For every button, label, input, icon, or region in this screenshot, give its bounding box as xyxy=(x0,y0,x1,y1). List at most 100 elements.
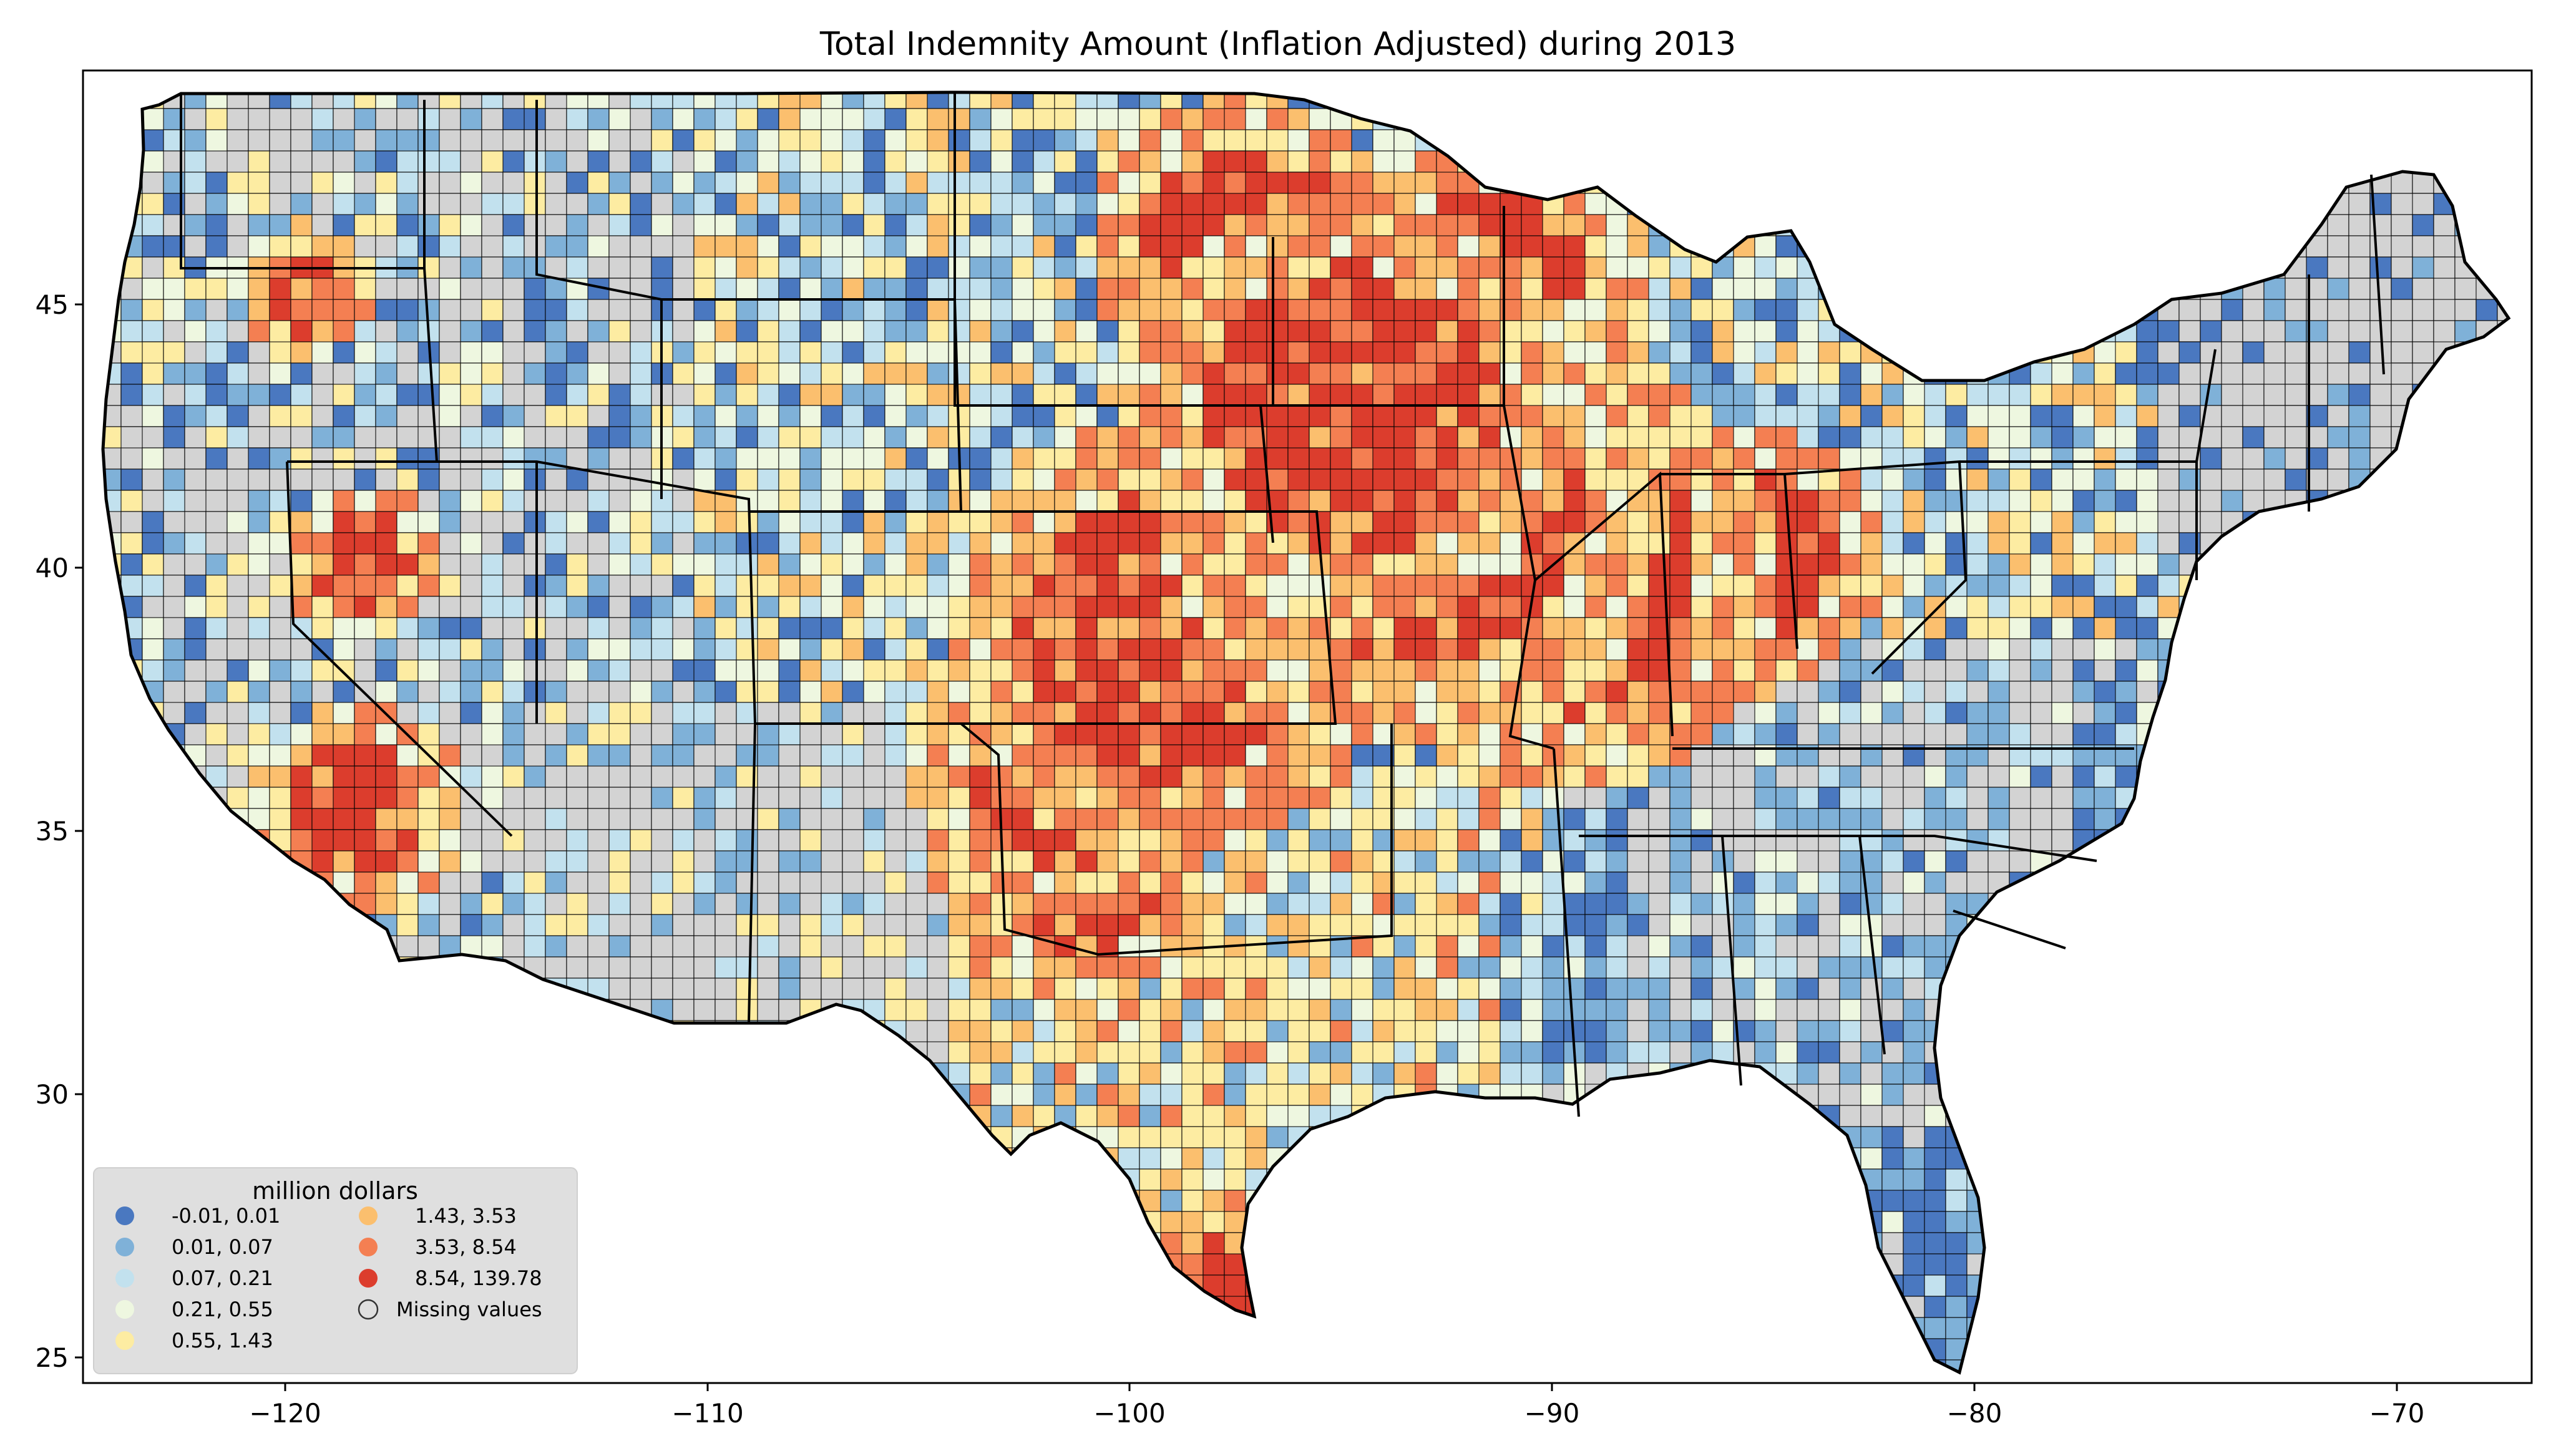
county xyxy=(1436,956,1458,979)
county xyxy=(142,659,164,682)
county xyxy=(545,935,567,958)
county xyxy=(502,765,525,788)
county xyxy=(927,978,949,1000)
county xyxy=(842,553,864,576)
county xyxy=(2072,362,2095,385)
county xyxy=(969,978,992,1000)
county xyxy=(693,914,716,936)
county xyxy=(2136,341,2158,364)
county xyxy=(1945,850,1968,873)
county xyxy=(1287,553,1310,576)
county xyxy=(1839,765,1861,788)
county xyxy=(1775,532,1798,555)
county xyxy=(545,956,567,979)
county xyxy=(587,405,610,427)
county xyxy=(863,765,885,788)
county xyxy=(1500,596,1522,618)
county xyxy=(1181,214,1204,236)
county xyxy=(1775,702,1798,724)
county xyxy=(545,405,567,427)
county xyxy=(1160,914,1183,936)
county xyxy=(1775,638,1798,661)
county xyxy=(248,362,270,385)
county xyxy=(1457,405,1480,427)
county xyxy=(927,235,949,258)
county xyxy=(2030,829,2052,852)
county xyxy=(757,553,779,576)
county xyxy=(227,765,249,788)
county xyxy=(1457,532,1480,555)
county xyxy=(1139,723,1161,745)
county xyxy=(1797,956,1819,979)
county xyxy=(460,214,482,236)
county xyxy=(248,532,270,555)
county xyxy=(1139,108,1161,130)
county xyxy=(1012,765,1034,788)
county xyxy=(1521,914,1543,936)
county xyxy=(290,108,313,130)
county xyxy=(1033,744,1055,767)
county xyxy=(884,978,907,1000)
county xyxy=(927,299,949,321)
county xyxy=(1754,787,1777,809)
county xyxy=(1372,214,1395,236)
county xyxy=(2136,468,2158,491)
county xyxy=(375,850,398,873)
county xyxy=(1775,808,1798,830)
county xyxy=(2072,490,2095,512)
county xyxy=(1202,193,1225,215)
county xyxy=(1245,723,1267,745)
county xyxy=(1966,384,1989,406)
county xyxy=(1457,765,1480,788)
county xyxy=(1054,553,1076,576)
county xyxy=(333,575,355,597)
county xyxy=(842,702,864,724)
county xyxy=(1181,765,1204,788)
county xyxy=(1966,765,1989,788)
county xyxy=(884,575,907,597)
county xyxy=(1054,256,1076,279)
county xyxy=(884,384,907,406)
county xyxy=(863,723,885,745)
county xyxy=(1563,744,1586,767)
county xyxy=(1415,278,1437,300)
county xyxy=(1542,808,1564,830)
county xyxy=(715,108,737,130)
county xyxy=(736,108,758,130)
county xyxy=(778,659,801,682)
county xyxy=(905,532,928,555)
county xyxy=(1224,871,1246,894)
county xyxy=(1309,108,1331,130)
county xyxy=(1139,829,1161,852)
county xyxy=(502,596,525,618)
county xyxy=(1096,681,1119,703)
county xyxy=(608,235,631,258)
county xyxy=(651,575,673,597)
county xyxy=(1181,362,1204,385)
county xyxy=(1075,172,1098,194)
county xyxy=(757,172,779,194)
county xyxy=(290,808,313,830)
county xyxy=(375,681,398,703)
county xyxy=(142,235,164,258)
county xyxy=(1627,447,1649,470)
county xyxy=(736,447,758,470)
county xyxy=(863,935,885,958)
county xyxy=(1648,787,1671,809)
county xyxy=(566,659,588,682)
county xyxy=(672,426,695,449)
county xyxy=(1202,214,1225,236)
county xyxy=(1712,490,1734,512)
county xyxy=(1075,426,1098,449)
county xyxy=(248,172,270,194)
county xyxy=(905,978,928,1000)
county xyxy=(1903,914,1925,936)
county xyxy=(1775,681,1798,703)
county xyxy=(2200,426,2222,449)
county xyxy=(2221,362,2243,385)
county xyxy=(290,384,313,406)
county xyxy=(587,172,610,194)
county xyxy=(842,384,864,406)
county xyxy=(948,596,970,618)
county xyxy=(248,405,270,427)
